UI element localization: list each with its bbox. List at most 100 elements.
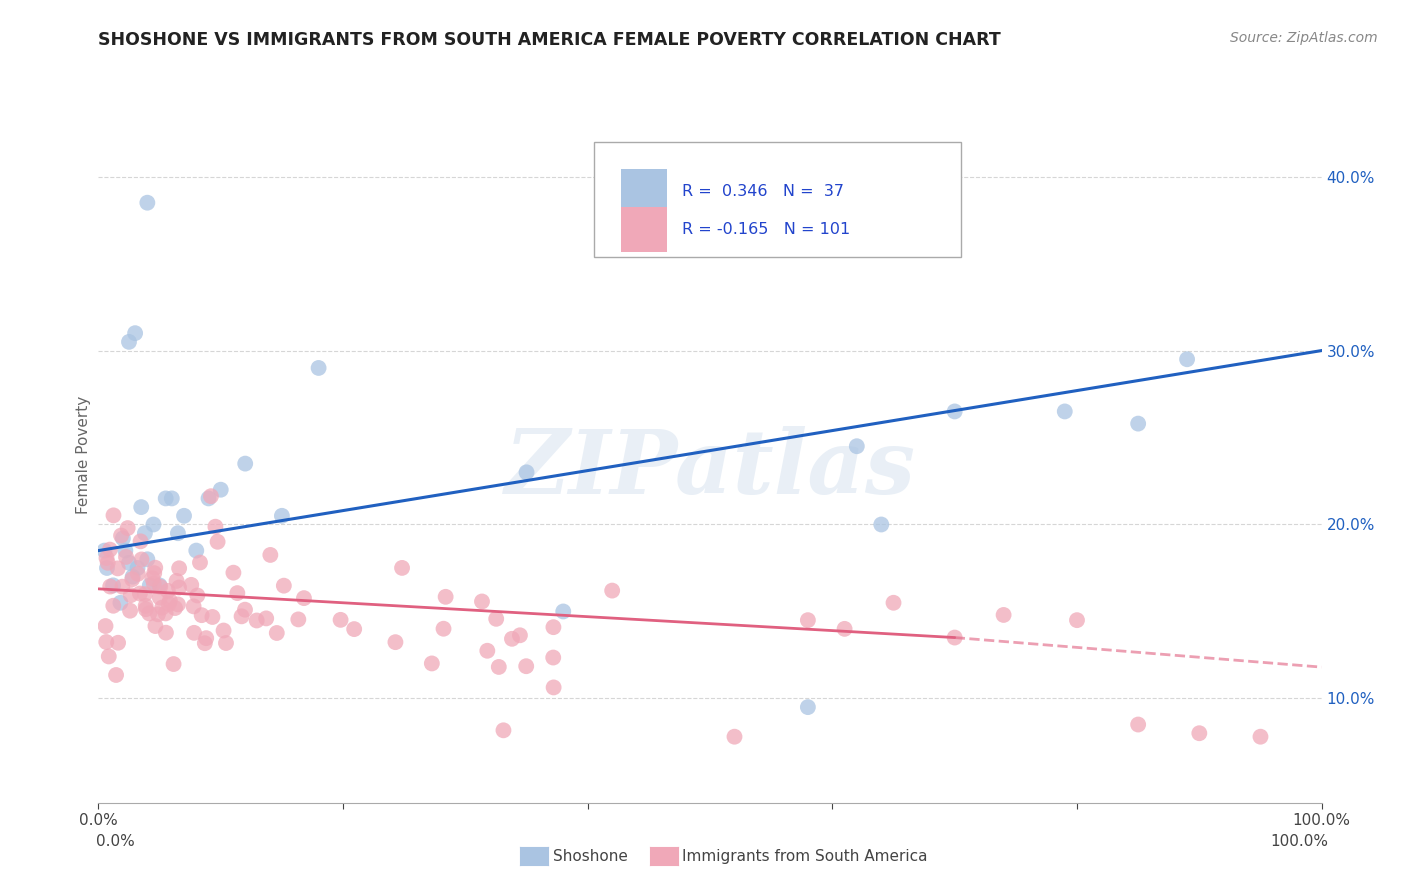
Point bbox=[797, 700, 820, 714]
Text: SHOSHONE VS IMMIGRANTS FROM SOUTH AMERICA FEMALE POVERTY CORRELATION CHART: SHOSHONE VS IMMIGRANTS FROM SOUTH AMERIC… bbox=[98, 31, 1001, 49]
Point bbox=[197, 491, 219, 506]
Point bbox=[183, 599, 205, 614]
Text: Source: ZipAtlas.com: Source: ZipAtlas.com bbox=[1230, 31, 1378, 45]
Point bbox=[96, 551, 118, 566]
Point bbox=[138, 607, 160, 621]
Point bbox=[204, 519, 226, 533]
Point bbox=[139, 578, 162, 592]
Point bbox=[163, 601, 186, 615]
Point bbox=[124, 326, 146, 340]
Text: Shoshone: Shoshone bbox=[553, 849, 627, 863]
Point bbox=[883, 596, 905, 610]
Point bbox=[114, 543, 136, 558]
Point bbox=[492, 723, 515, 738]
Point bbox=[120, 604, 142, 618]
Point bbox=[111, 580, 134, 594]
Point bbox=[186, 589, 208, 603]
Point bbox=[101, 578, 124, 592]
Point bbox=[287, 612, 309, 626]
Point bbox=[201, 610, 224, 624]
Y-axis label: Female Poverty: Female Poverty bbox=[76, 396, 91, 514]
Text: ZIPatlas: ZIPatlas bbox=[505, 425, 915, 512]
Point bbox=[121, 572, 143, 586]
Point bbox=[167, 581, 190, 595]
Point bbox=[180, 578, 202, 592]
Point bbox=[157, 597, 180, 611]
Point bbox=[136, 552, 159, 566]
Point bbox=[432, 622, 454, 636]
Point bbox=[553, 605, 575, 619]
Point bbox=[226, 586, 249, 600]
Point bbox=[384, 635, 406, 649]
Point bbox=[993, 607, 1015, 622]
Point bbox=[190, 608, 212, 623]
Point bbox=[391, 561, 413, 575]
Point bbox=[471, 594, 494, 608]
Point bbox=[188, 556, 211, 570]
Point bbox=[509, 628, 531, 642]
Point bbox=[131, 552, 153, 566]
Point bbox=[110, 528, 132, 542]
Point bbox=[155, 491, 177, 506]
Point bbox=[120, 588, 142, 602]
Point bbox=[723, 730, 745, 744]
Point bbox=[141, 571, 163, 585]
Point bbox=[231, 609, 253, 624]
Point bbox=[207, 534, 229, 549]
Point bbox=[1249, 730, 1271, 744]
Point bbox=[93, 543, 115, 558]
FancyBboxPatch shape bbox=[593, 142, 960, 257]
Point bbox=[834, 622, 856, 636]
Point bbox=[135, 602, 157, 616]
Point bbox=[103, 508, 125, 523]
Point bbox=[155, 607, 177, 621]
Point bbox=[943, 631, 966, 645]
Point bbox=[343, 622, 366, 636]
Point bbox=[845, 439, 868, 453]
Point bbox=[541, 650, 564, 665]
Point bbox=[600, 583, 623, 598]
Point bbox=[160, 491, 183, 506]
Point bbox=[143, 566, 166, 581]
Point bbox=[121, 570, 143, 584]
Point bbox=[96, 561, 118, 575]
Point bbox=[543, 620, 565, 634]
Point bbox=[1188, 726, 1211, 740]
Point bbox=[515, 659, 537, 673]
Bar bbox=[620, 169, 668, 214]
Bar bbox=[620, 207, 668, 252]
Point bbox=[233, 602, 256, 616]
Point bbox=[145, 619, 167, 633]
Text: R =  0.346   N =  37: R = 0.346 N = 37 bbox=[682, 184, 844, 199]
Point bbox=[477, 644, 499, 658]
Point bbox=[259, 548, 281, 562]
Point bbox=[186, 543, 208, 558]
Point bbox=[515, 466, 537, 480]
Point bbox=[273, 579, 295, 593]
Text: Immigrants from South America: Immigrants from South America bbox=[682, 849, 928, 863]
Text: 100.0%: 100.0% bbox=[1271, 834, 1329, 849]
Point bbox=[943, 404, 966, 418]
Point bbox=[434, 590, 457, 604]
Point bbox=[797, 613, 820, 627]
Point bbox=[142, 576, 165, 591]
Point bbox=[96, 635, 118, 649]
Point bbox=[118, 334, 141, 349]
Point bbox=[215, 636, 238, 650]
Point bbox=[135, 599, 157, 613]
Point bbox=[110, 596, 132, 610]
Point bbox=[127, 561, 149, 575]
Point bbox=[167, 561, 190, 575]
Point bbox=[308, 361, 330, 376]
Point bbox=[194, 636, 217, 650]
Point bbox=[146, 607, 169, 622]
Point bbox=[195, 631, 218, 645]
Point bbox=[111, 532, 134, 546]
Point bbox=[136, 195, 159, 210]
Point bbox=[329, 613, 352, 627]
Point bbox=[200, 489, 222, 503]
Point bbox=[98, 580, 121, 594]
Point bbox=[209, 483, 232, 497]
Point bbox=[98, 542, 121, 557]
Point bbox=[543, 681, 565, 695]
